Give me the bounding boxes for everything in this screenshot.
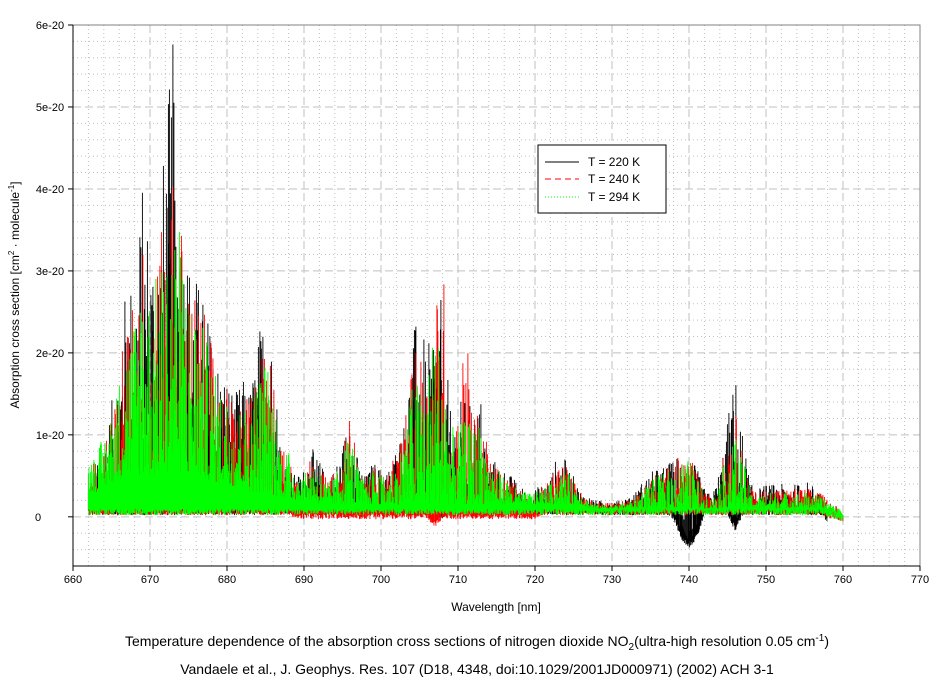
- y-tick-label: 5e-20: [36, 102, 64, 114]
- x-tick-label: 760: [834, 574, 852, 586]
- x-tick-label: 770: [911, 574, 929, 586]
- x-tick-label: 730: [603, 574, 621, 586]
- y-tick-label: 2e-20: [36, 348, 64, 360]
- x-tick-label: 670: [141, 574, 159, 586]
- x-tick-label: 740: [680, 574, 698, 586]
- legend-label-240k: T = 240 K: [588, 172, 640, 186]
- y-tick-label: 0: [35, 512, 41, 524]
- caption-line-1: Temperature dependence of the absorption…: [125, 633, 829, 653]
- y-tick-label: 6e-20: [36, 20, 64, 32]
- x-tick-labels: 660 670 680 690 700 710 720 730 740 750 760 770: [64, 574, 929, 586]
- series-group: [87, 44, 844, 548]
- x-axis-label: Wavelength [nm]: [451, 600, 541, 614]
- caption-line-2: Vandaele et al., J. Geophys. Res. 107 (D…: [180, 661, 774, 677]
- series-294k: [87, 232, 844, 521]
- y-tick-label: 4e-20: [36, 184, 64, 196]
- legend-label-220k: T = 220 K: [588, 155, 640, 169]
- y-tick-label: 3e-20: [36, 266, 64, 278]
- x-tick-label: 660: [64, 574, 82, 586]
- x-tick-label: 710: [449, 574, 467, 586]
- axes: [68, 24, 921, 571]
- y-tick-labels: 0 1e-20 2e-20 3e-20 4e-20 5e-20 6e-20: [35, 20, 64, 524]
- y-tick-label: 1e-20: [36, 430, 64, 442]
- x-tick-label: 680: [218, 574, 236, 586]
- x-tick-label: 700: [372, 574, 390, 586]
- x-tick-label: 750: [757, 574, 775, 586]
- x-tick-label: 720: [526, 574, 544, 586]
- legend: T = 220 K T = 240 K T = 294 K: [537, 144, 667, 214]
- legend-label-294k: T = 294 K: [588, 190, 640, 204]
- y-axis-label: Absorption cross section [cm2 · molecule…: [7, 181, 22, 408]
- x-tick-label: 690: [295, 574, 313, 586]
